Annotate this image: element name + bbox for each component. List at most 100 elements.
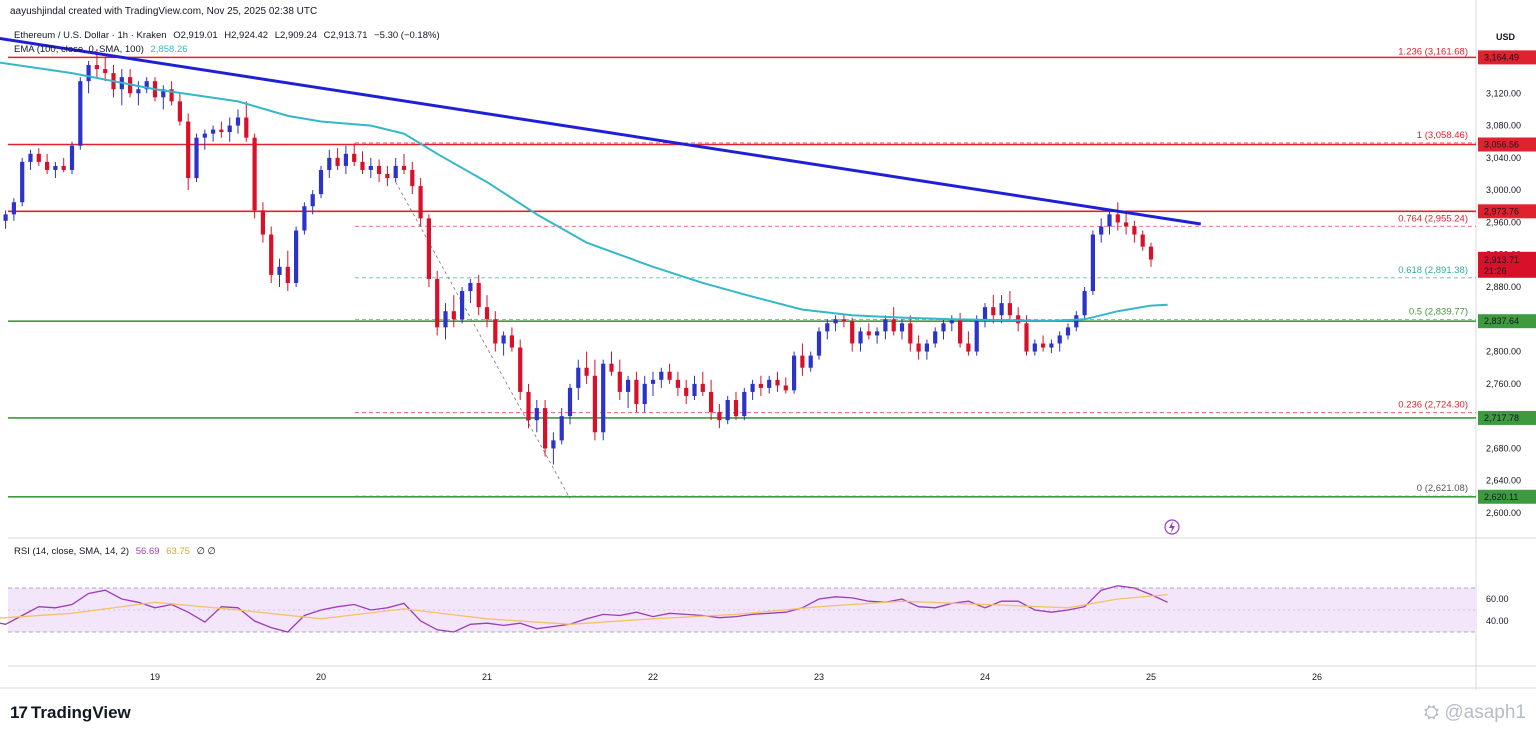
candle-body <box>601 363 606 433</box>
candle-body <box>1016 315 1021 324</box>
candle-body <box>999 303 1004 316</box>
price-tick-label: 2,960.00 <box>1486 217 1521 227</box>
candle <box>28 149 33 170</box>
candle-body <box>891 319 896 332</box>
price-tick-label: 2,880.00 <box>1486 282 1521 292</box>
candle <box>592 359 597 441</box>
candle-body <box>484 307 490 320</box>
candle <box>493 311 498 352</box>
candle <box>700 371 705 396</box>
candle <box>941 319 946 340</box>
candle-body <box>194 137 199 179</box>
candle-body <box>377 165 382 174</box>
candle-body <box>567 387 573 417</box>
candle-body <box>53 165 58 170</box>
symbol-name[interactable]: Ethereum / U.S. Dollar · 1h · Kraken <box>14 30 167 41</box>
candle-body <box>277 266 282 275</box>
candle <box>451 295 456 328</box>
candle <box>626 375 631 409</box>
alert-lightning-icon <box>1164 519 1180 535</box>
fib-swing-line <box>395 181 571 499</box>
level-price-label: 2,973.76 <box>1484 206 1519 216</box>
candle <box>1115 202 1120 231</box>
level-price-tag <box>1478 50 1536 65</box>
candle <box>1016 307 1021 332</box>
candle <box>850 317 855 352</box>
candle <box>750 379 755 400</box>
candle <box>767 375 772 394</box>
candle <box>1099 218 1104 243</box>
time-tick-label: 20 <box>316 672 326 682</box>
candle-body <box>443 311 448 328</box>
candle <box>825 319 830 340</box>
candle-body <box>551 440 556 449</box>
candle <box>1049 339 1054 354</box>
candle <box>916 335 921 360</box>
candle <box>933 327 938 348</box>
candle-body <box>1082 291 1087 316</box>
lightning-bolt-icon <box>1169 521 1175 533</box>
candle <box>883 315 888 340</box>
candle <box>11 198 16 221</box>
candle-body <box>493 319 498 344</box>
rsi-tick-label: 60.00 <box>1486 594 1509 604</box>
candle-body <box>1024 323 1029 352</box>
candle <box>78 77 83 150</box>
price-tick-label: 3,000.00 <box>1486 185 1521 195</box>
candle-body <box>941 323 946 332</box>
candle-body <box>410 169 415 187</box>
low-value: L2,909.24 <box>274 30 317 41</box>
candle <box>410 161 415 195</box>
candle <box>302 202 307 235</box>
price-tick-label: 2,640.00 <box>1486 476 1521 486</box>
candle <box>534 400 539 433</box>
candle-body <box>518 347 523 392</box>
candle-body <box>692 383 697 396</box>
candle-body <box>899 323 905 332</box>
candle <box>758 375 763 396</box>
candle-body <box>543 408 548 449</box>
price-tick-label: 3,080.00 <box>1486 121 1521 131</box>
candle-body <box>451 311 456 320</box>
candle-body <box>235 117 241 126</box>
rsi-label[interactable]: RSI (14, close, SMA, 14, 2) <box>14 546 130 557</box>
candle <box>999 295 1004 324</box>
candle <box>1107 210 1112 235</box>
level-price-tag <box>1478 410 1536 425</box>
candle-body <box>310 194 315 207</box>
candle <box>360 151 365 174</box>
candle <box>385 165 390 187</box>
time-tick-label: 24 <box>980 672 990 682</box>
currency-label: USD <box>1496 32 1516 42</box>
candle <box>435 270 440 336</box>
candle-body <box>385 174 390 179</box>
candle-body <box>460 291 465 320</box>
candle <box>808 351 813 372</box>
candle <box>1140 230 1145 251</box>
candle <box>244 101 249 142</box>
candle <box>393 157 398 183</box>
candle-body <box>592 375 597 433</box>
countdown-label: 21:26 <box>1484 266 1507 276</box>
candle-body <box>401 165 407 170</box>
tradingview-logo[interactable]: 17 TradingView <box>10 703 131 723</box>
ema-label[interactable]: EMA (100, close, 0, SMA, 100) <box>14 44 144 55</box>
candle <box>875 327 880 344</box>
candle-body <box>875 331 880 336</box>
candle <box>211 125 216 142</box>
candle <box>69 141 75 174</box>
candle-body <box>1041 343 1046 348</box>
candle-body <box>700 383 705 392</box>
candle <box>866 323 871 340</box>
price-tick-label: 2,760.00 <box>1486 379 1521 389</box>
candle <box>401 153 407 174</box>
candle <box>609 351 614 376</box>
candle-body <box>202 133 207 138</box>
candle <box>991 295 996 324</box>
candle-body <box>617 371 622 392</box>
candle-body <box>169 89 174 102</box>
fib-level-label: 0.618 (2,891.38) <box>1398 265 1468 276</box>
candle <box>899 319 905 340</box>
candle <box>269 226 274 283</box>
